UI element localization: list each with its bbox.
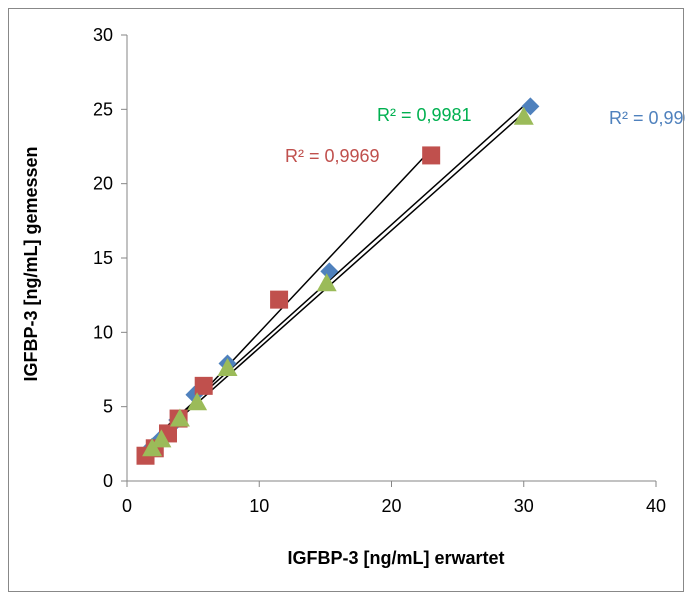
x-tick-label: 20 bbox=[381, 496, 401, 516]
r2-label-blue: R² = 0,9962 bbox=[609, 108, 685, 128]
x-tick-label: 10 bbox=[249, 496, 269, 516]
x-tick-label: 0 bbox=[122, 496, 132, 516]
axes: 0 10 20 30 40 0 5 10 15 20 25 30 bbox=[93, 25, 666, 516]
triangle-marker bbox=[169, 408, 190, 427]
square-marker bbox=[270, 290, 289, 309]
r2-label-green: R² = 0,9981 bbox=[377, 105, 472, 125]
square-marker bbox=[194, 376, 213, 395]
y-axis-title: IGFBP-3 [ng/mL] gemessen bbox=[21, 146, 41, 381]
x-tick-label: 40 bbox=[646, 496, 666, 516]
triangle-marker bbox=[217, 358, 238, 377]
diamond-marker bbox=[320, 262, 339, 281]
y-tick-label: 20 bbox=[93, 174, 113, 194]
data-points bbox=[136, 97, 540, 465]
x-tick-label: 30 bbox=[514, 496, 534, 516]
triangle-marker bbox=[513, 106, 534, 125]
y-tick-label: 25 bbox=[93, 99, 113, 119]
y-tick-label: 30 bbox=[93, 25, 113, 45]
triangle-marker bbox=[151, 429, 172, 448]
y-tick-label: 15 bbox=[93, 248, 113, 268]
triangle-marker bbox=[316, 273, 337, 292]
x-axis-title: IGFBP-3 [ng/mL] erwartet bbox=[287, 548, 504, 568]
triangle-marker bbox=[187, 392, 208, 411]
r2-labels: R² = 0,9962 R² = 0,9969 R² = 0,9981 bbox=[285, 105, 685, 166]
y-tick-label: 5 bbox=[103, 397, 113, 417]
trendline-square bbox=[144, 148, 432, 454]
square-marker bbox=[422, 146, 441, 165]
trendline-triangle bbox=[151, 112, 525, 444]
trendline-diamond bbox=[151, 99, 531, 440]
y-tick-label: 0 bbox=[103, 471, 113, 491]
y-tick-label: 10 bbox=[93, 322, 113, 342]
r2-label-red: R² = 0,9969 bbox=[285, 146, 380, 166]
